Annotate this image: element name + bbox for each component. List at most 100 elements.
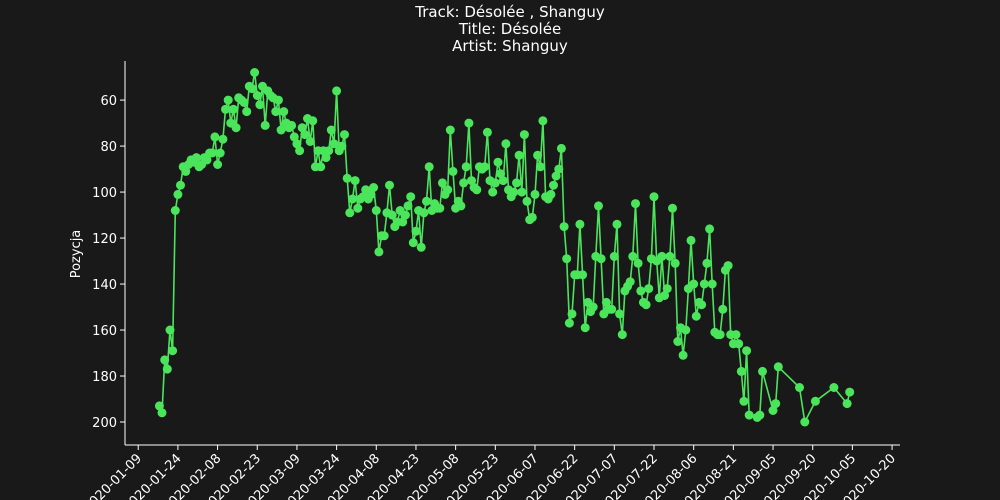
y-tick-label: 160 bbox=[92, 324, 117, 339]
data-point bbox=[768, 406, 778, 415]
data-point bbox=[424, 162, 434, 172]
data-point bbox=[461, 162, 471, 172]
data-point bbox=[609, 251, 619, 261]
data-point bbox=[202, 155, 212, 165]
data-point bbox=[329, 139, 339, 149]
data-point bbox=[337, 141, 347, 151]
data-point bbox=[239, 97, 249, 107]
data-point bbox=[670, 258, 680, 268]
data-point bbox=[795, 383, 804, 392]
data-point bbox=[810, 396, 820, 406]
data-point bbox=[617, 330, 627, 340]
data-point bbox=[459, 178, 469, 188]
data-point bbox=[644, 284, 654, 294]
data-point bbox=[300, 130, 310, 140]
data-point bbox=[718, 304, 728, 314]
data-point bbox=[321, 153, 331, 163]
data-point bbox=[829, 383, 839, 392]
data-point bbox=[385, 180, 394, 190]
data-point bbox=[633, 258, 643, 268]
data-point bbox=[657, 251, 667, 261]
data-point bbox=[707, 279, 717, 289]
data-point bbox=[681, 325, 691, 335]
data-point bbox=[588, 302, 598, 312]
data-point bbox=[678, 350, 688, 360]
data-point bbox=[406, 192, 416, 202]
data-point bbox=[596, 254, 606, 264]
data-point bbox=[567, 309, 577, 319]
data-point bbox=[165, 325, 175, 335]
data-point bbox=[480, 162, 490, 172]
data-point bbox=[408, 238, 418, 248]
y-tick-label: 120 bbox=[92, 232, 117, 247]
data-point bbox=[742, 346, 752, 356]
data-point bbox=[369, 183, 379, 192]
data-point bbox=[326, 125, 336, 135]
data-point bbox=[493, 157, 503, 167]
title-line-track: Track: Désolée , Shanguy bbox=[414, 3, 605, 21]
data-point bbox=[271, 107, 281, 117]
data-point bbox=[673, 337, 683, 346]
data-point bbox=[350, 176, 360, 186]
data-point bbox=[731, 330, 741, 340]
y-axis-label: Pozycja bbox=[69, 230, 84, 279]
data-point bbox=[549, 180, 558, 190]
data-point bbox=[686, 235, 696, 245]
data-point bbox=[580, 323, 590, 333]
data-point bbox=[308, 116, 318, 126]
data-point bbox=[744, 410, 754, 420]
data-point bbox=[231, 123, 241, 133]
data-point bbox=[538, 116, 548, 126]
data-point bbox=[773, 362, 783, 372]
data-point bbox=[845, 387, 855, 397]
data-point bbox=[559, 222, 569, 232]
data-point bbox=[464, 118, 474, 128]
data-point bbox=[221, 104, 230, 114]
data-point bbox=[689, 279, 699, 289]
data-point bbox=[509, 187, 519, 197]
data-point bbox=[527, 212, 537, 222]
data-point bbox=[498, 176, 508, 186]
data-point bbox=[522, 196, 532, 206]
data-point bbox=[554, 164, 564, 174]
data-point bbox=[162, 364, 172, 374]
data-point bbox=[324, 146, 334, 156]
data-point bbox=[297, 123, 307, 133]
data-point bbox=[564, 318, 574, 328]
data-point bbox=[181, 166, 191, 176]
data-point bbox=[601, 297, 611, 307]
data-point bbox=[295, 146, 305, 156]
y-tick-label: 60 bbox=[100, 94, 117, 109]
y-tick-label: 200 bbox=[92, 416, 117, 431]
data-point bbox=[758, 366, 767, 376]
data-point bbox=[366, 189, 376, 199]
data-point bbox=[157, 408, 167, 418]
data-point bbox=[734, 339, 744, 349]
data-point bbox=[348, 194, 357, 204]
data-point bbox=[551, 171, 561, 181]
data-point bbox=[213, 160, 223, 169]
data-point bbox=[207, 148, 217, 158]
data-point bbox=[403, 201, 413, 211]
data-point bbox=[631, 199, 640, 209]
data-point bbox=[546, 189, 556, 199]
data-point bbox=[445, 125, 455, 135]
data-point bbox=[170, 206, 180, 215]
data-point bbox=[533, 150, 543, 160]
x-axis-ticks: 2020-01-092020-01-242020-02-082020-02-23… bbox=[81, 445, 899, 500]
data-point bbox=[342, 173, 352, 183]
data-point bbox=[276, 125, 286, 135]
data-point bbox=[437, 178, 447, 188]
data-point bbox=[691, 311, 701, 321]
data-point bbox=[345, 208, 355, 218]
data-point bbox=[210, 132, 220, 142]
data-point bbox=[501, 139, 511, 149]
data-point bbox=[467, 176, 476, 186]
y-tick-label: 180 bbox=[92, 370, 117, 385]
data-point bbox=[641, 300, 651, 310]
data-point bbox=[419, 208, 429, 218]
data-point bbox=[371, 206, 381, 215]
y-tick-label: 100 bbox=[92, 186, 117, 201]
data-point bbox=[456, 201, 466, 211]
